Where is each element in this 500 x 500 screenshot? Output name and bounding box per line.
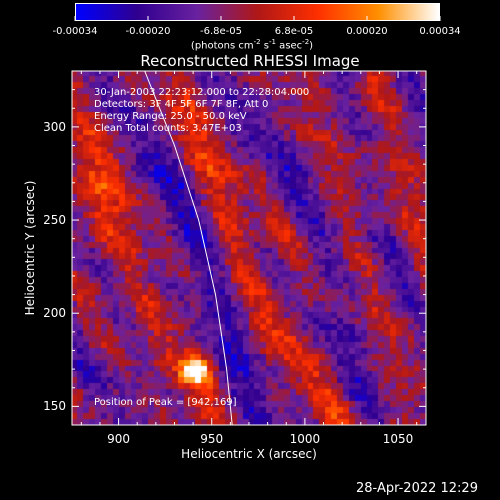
timestamp: 28-Apr-2022 12:29 xyxy=(356,481,478,496)
y-tick-label: 200 xyxy=(43,306,66,321)
colorbar-tick-label: -0.00034 xyxy=(52,26,98,37)
detectors-text: Detectors: 3F 4F 5F 6F 7F 8F, Att 0 xyxy=(94,99,269,110)
colorbar-tick-label: 0.00020 xyxy=(346,26,388,37)
colorbar-ticks xyxy=(74,16,441,21)
colorbar-tick-label: -6.8e-05 xyxy=(200,26,242,37)
clean-counts-text: Clean Total counts: 3.47E+03 xyxy=(94,123,242,134)
x-axis-label: Heliocentric X (arcsec) xyxy=(181,447,317,461)
y-tick-label: 250 xyxy=(43,213,66,228)
x-tick-label: 1000 xyxy=(289,432,321,446)
colorbar-tick-label: 0.00034 xyxy=(419,26,461,37)
time-range-text: 30-Jan-2003 22:23:12.000 to 22:28:04.000 xyxy=(94,87,310,98)
colorbar-tick-label: -0.00020 xyxy=(125,26,171,37)
peak-position-text: Position of Peak = [942,169] xyxy=(94,397,237,408)
x-tick-label: 950 xyxy=(200,432,224,446)
colorbar-tick-label: 6.8e-05 xyxy=(274,26,314,37)
x-tick-label: 900 xyxy=(107,432,131,446)
x-tick-label: 1050 xyxy=(382,432,414,446)
y-tick-label: 150 xyxy=(43,399,66,414)
solar-limb-line xyxy=(144,70,233,426)
chart-title: Reconstructed RHESSI Image xyxy=(140,52,360,70)
colorbar-units: (photons cm-2 s-1 asec-2) xyxy=(190,38,314,52)
y-axis-label: Heliocentric Y (arcsec) xyxy=(23,180,37,316)
colorbar xyxy=(75,3,440,21)
energy-range-text: Energy Range: 25.0 - 50.0 keV xyxy=(94,111,247,122)
heatmap-image xyxy=(72,71,426,425)
y-tick-label: 300 xyxy=(43,119,66,134)
